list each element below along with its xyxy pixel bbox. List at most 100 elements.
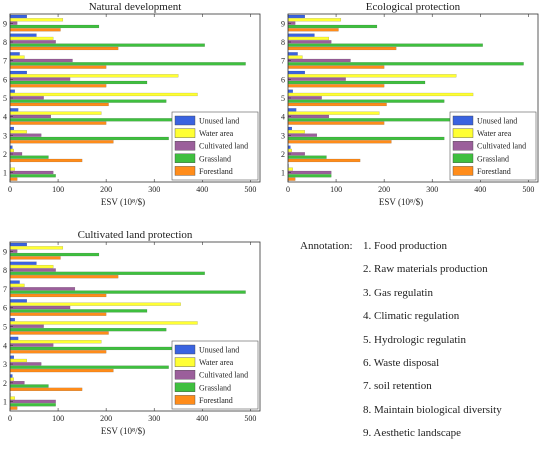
- legend-swatch-unused-land: [174, 344, 196, 355]
- x-tick-label: 0: [8, 185, 12, 194]
- y-tick-label: 7: [3, 57, 7, 66]
- bar-forestland-7: [9, 293, 107, 298]
- x-tick-label: 100: [52, 185, 64, 194]
- legend-label: Cultivated land: [199, 142, 248, 151]
- legend-swatch-forestland: [174, 166, 196, 176]
- bar-grassland-7: [9, 290, 246, 294]
- legend-swatch-unused-land: [174, 115, 196, 126]
- bar-forestland-8: [287, 46, 397, 51]
- annotation-item-6: 6. Waste disposal: [363, 357, 440, 369]
- annotation-item-3: 3. Gas regulatin: [363, 286, 433, 299]
- bar-water-area-7: [287, 55, 303, 59]
- annotation-item-7: 7. soil retention: [363, 380, 432, 393]
- bar-unused-land-3: [9, 355, 14, 359]
- x-tick-label: 500: [244, 414, 256, 423]
- bar-water-area-3: [9, 130, 27, 134]
- bar-grassland-1: [9, 403, 56, 407]
- x-tick-label: 400: [196, 185, 208, 194]
- bar-grassland-4: [287, 118, 452, 122]
- bar-water-area-1: [287, 167, 293, 171]
- x-tick-label: 0: [286, 185, 290, 194]
- legend-swatch-cultivated-land: [452, 140, 474, 151]
- bar-water-area-9: [9, 246, 64, 250]
- chart-panel-1: Natural development 1 2 3 4 5 6 7 8 9 0 100 200 300 40…: [3, 1, 261, 207]
- bar-water-area-4: [9, 340, 102, 344]
- bar-cultivated-land-3: [9, 362, 42, 366]
- bar-forestland-7: [9, 65, 107, 69]
- bar-unused-land-3: [9, 126, 14, 131]
- y-tick-label: 3: [281, 131, 285, 140]
- bar-cultivated-land-5: [287, 96, 322, 100]
- bar-forestland-1: [9, 406, 18, 410]
- x-tick-label: 300: [148, 414, 160, 423]
- bar-grassland-3: [9, 365, 169, 369]
- bar-cultivated-land-7: [9, 287, 76, 291]
- bar-cultivated-land-1: [9, 399, 56, 404]
- y-tick-label: 2: [281, 150, 285, 159]
- x-tick-label: 300: [148, 185, 160, 194]
- legend-swatch-grassland: [452, 153, 474, 164]
- x-axis-label: ESV (10⁸/$): [101, 197, 145, 207]
- bar-unused-land-7: [9, 52, 20, 56]
- legend-label: Water area: [199, 358, 234, 367]
- x-tick-label: 200: [100, 414, 112, 423]
- y-tick-label: 6: [281, 75, 285, 84]
- y-tick-label: 8: [281, 38, 285, 47]
- bar-cultivated-land-5: [9, 324, 44, 328]
- bar-forestland-4: [9, 350, 107, 354]
- chart-title: Natural development: [89, 1, 182, 13]
- annotation-item-9: 9. Aesthetic landscape: [363, 427, 462, 440]
- legend-label: Water area: [477, 129, 512, 138]
- bar-cultivated-land-4: [287, 114, 330, 119]
- legend-swatch-grassland: [174, 153, 196, 164]
- bar-grassland-4: [9, 346, 174, 351]
- bar-forestland-8: [9, 46, 119, 51]
- y-tick-label: 5: [281, 94, 285, 103]
- bar-unused-land-7: [9, 280, 20, 284]
- legend-label: Cultivated land: [199, 371, 248, 380]
- plot-frame: [287, 13, 539, 183]
- legend-label: Unused land: [199, 117, 239, 126]
- bar-unused-land-9: [287, 14, 305, 19]
- legend-swatch-forestland: [452, 166, 474, 176]
- bar-unused-land-6: [9, 70, 27, 75]
- bar-forestland-9: [9, 256, 61, 260]
- legend-label: Cultivated land: [477, 142, 526, 151]
- bar-water-area-4: [287, 111, 380, 115]
- bar-grassland-8: [9, 43, 205, 47]
- bar-cultivated-land-7: [9, 58, 73, 63]
- y-tick-label: 6: [3, 304, 7, 313]
- bar-grassland-7: [287, 62, 524, 66]
- x-tick-label: 500: [522, 185, 534, 194]
- bar-water-area-8: [287, 36, 330, 41]
- y-tick-label: 4: [3, 341, 7, 350]
- y-tick-label: 7: [281, 57, 285, 66]
- bar-unused-land-9: [9, 242, 27, 247]
- y-tick-label: 3: [3, 131, 7, 140]
- x-tick-label: 400: [474, 185, 486, 194]
- bar-cultivated-land-1: [9, 170, 54, 175]
- bar-grassland-8: [9, 271, 205, 275]
- bar-grassland-5: [9, 328, 167, 332]
- chart-title: Ecological protection: [366, 1, 461, 13]
- legend-label: Forestland: [199, 167, 233, 176]
- bar-water-area-4: [9, 111, 102, 115]
- bar-water-area-2: [287, 148, 292, 153]
- bar-grassland-9: [9, 24, 100, 29]
- legend-label: Grassland: [199, 154, 231, 163]
- bar-forestland-5: [9, 102, 109, 107]
- legend-swatch-water-area: [452, 128, 474, 138]
- x-tick-label: 200: [378, 185, 390, 194]
- y-tick-label: 8: [3, 266, 7, 275]
- y-tick-label: 2: [3, 379, 7, 388]
- legend-label: Grassland: [199, 383, 231, 392]
- y-tick-label: 2: [3, 150, 7, 159]
- bar-unused-land-4: [9, 336, 19, 341]
- bar-cultivated-land-4: [9, 114, 52, 119]
- bar-grassland-2: [287, 155, 327, 159]
- bar-unused-land-9: [9, 14, 27, 19]
- y-tick-label: 8: [3, 38, 7, 47]
- bar-water-area-7: [9, 283, 25, 288]
- bar-grassland-5: [287, 99, 445, 103]
